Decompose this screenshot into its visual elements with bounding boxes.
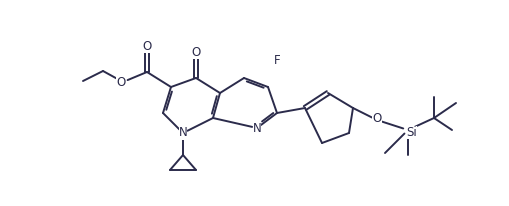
Text: N: N [252,122,262,135]
Text: F: F [274,54,280,67]
Text: O: O [143,40,152,53]
Text: Si: Si [407,125,417,138]
Text: O: O [117,76,126,89]
Text: O: O [373,111,382,124]
Text: N: N [179,126,187,139]
Text: O: O [191,46,201,59]
